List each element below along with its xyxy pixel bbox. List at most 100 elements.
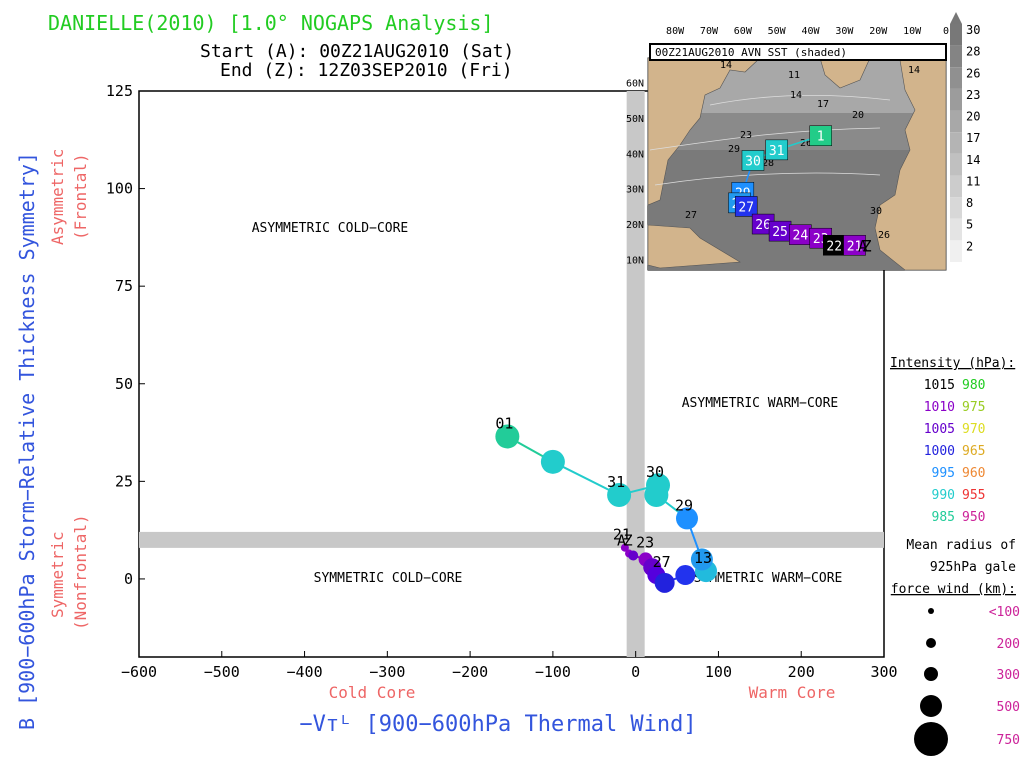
colorbar-swatch	[950, 24, 962, 46]
colorbar-label: 23	[966, 88, 980, 102]
inset-track-label: 27	[738, 200, 754, 215]
radius-label: <100	[989, 605, 1020, 620]
x-tick-label: 300	[870, 663, 897, 681]
colorbar-label: 28	[966, 45, 980, 59]
colorbar-swatch	[950, 153, 962, 176]
track-label: 21	[613, 526, 631, 544]
chart-title: DANIELLE(2010) [1.0° NOGAPS Analysis]	[48, 11, 494, 35]
colorbar-swatch	[950, 45, 962, 68]
x-tick-label: 200	[788, 663, 815, 681]
radius-marker	[928, 608, 934, 614]
track-segment	[552, 460, 620, 496]
inset-track-label: 24	[793, 229, 809, 244]
radius-marker	[920, 695, 942, 717]
intensity-rows: 1015 980 1010 975 1005 970 1000 965 995 960 990 955…	[924, 378, 986, 525]
inset-lon-label: 70W	[700, 26, 719, 37]
x-axis-label: −Vᴛᴸ [900−600hPa Thermal Wind]	[299, 712, 696, 737]
inset-land-europe-africa	[874, 57, 947, 271]
y-tick-label: 125	[106, 82, 133, 100]
sst-colorbar: 30 28 26 23 20 17 14 11 8 5 2	[950, 12, 980, 262]
colorbar-swatch	[950, 67, 962, 89]
inset-contour-label: 14	[790, 90, 802, 101]
y-regime-top-line2: (Frontal)	[71, 153, 90, 240]
intensity-value: 1000	[924, 444, 955, 459]
horizontal-zero-band	[139, 531, 884, 548]
quadrant-bottom-left: SYMMETRIC COLD−CORE	[314, 571, 463, 586]
x-tick-label: −500	[204, 663, 240, 681]
track-point	[654, 572, 675, 593]
colorbar-label: 5	[966, 218, 973, 232]
colorbar-label: 26	[966, 66, 980, 80]
colorbar-swatch	[950, 175, 962, 198]
radius-label: 750	[997, 733, 1020, 748]
inset-lon-label: 0	[943, 26, 949, 37]
colorbar-swatch	[950, 110, 962, 133]
zero-axis-bands	[139, 91, 884, 657]
inset-track-label: 1	[817, 130, 825, 145]
track-label: 13	[694, 549, 712, 567]
inset-contour-label: 23	[740, 130, 752, 141]
inset-contour-label: 11	[788, 70, 800, 81]
colorbar-swatch	[950, 132, 962, 154]
intensity-value: 980	[962, 378, 985, 393]
track-point	[675, 507, 698, 530]
inset-contour-label: 14	[908, 65, 920, 76]
x-tick-label: 100	[705, 663, 732, 681]
inset-contour-label: 30	[870, 206, 882, 217]
track-point	[607, 483, 632, 508]
y-tick-label: 50	[115, 375, 133, 393]
inset-contour-label: 29	[728, 144, 740, 155]
track-point	[620, 543, 629, 552]
inset-lon-label: 80W	[666, 26, 685, 37]
start-time: Start (A): 00Z21AUG2010 (Sat)	[200, 41, 514, 62]
y-regime-bottom-line2: (Nonfrontal)	[71, 514, 90, 630]
colorbar-swatch	[950, 88, 962, 111]
inset-land-north-america	[647, 57, 761, 206]
intensity-title: Intensity (hPa):	[890, 356, 1015, 371]
intensity-value: 960	[962, 466, 985, 481]
track-points	[495, 424, 718, 593]
y-tick-label: 0	[124, 570, 133, 588]
radius-title-1: Mean radius of	[906, 538, 1016, 553]
colorbar-label: 2	[966, 239, 973, 253]
track-label: 27	[653, 553, 671, 571]
quadrant-top-right: ASYMMETRIC WARM−CORE	[682, 396, 839, 411]
inset-track-box	[734, 196, 758, 217]
track-label: 31	[607, 473, 625, 491]
intensity-value: 1005	[924, 422, 955, 437]
radius-label: 200	[997, 637, 1020, 652]
inset-contour-label: 27	[685, 210, 697, 221]
track-point	[675, 565, 696, 586]
inset-contour-1	[649, 127, 881, 151]
inset-lon-label: 10W	[903, 26, 922, 37]
x-tick-label: −200	[452, 663, 488, 681]
inset-track-box	[843, 235, 866, 256]
radius-marker	[914, 722, 948, 756]
intensity-value: 1010	[924, 400, 955, 415]
track-label: 01	[495, 414, 513, 432]
track-point	[495, 424, 520, 449]
x-tick-label: −100	[535, 663, 571, 681]
intensity-value: 970	[962, 422, 985, 437]
inset-lat-label: 10N	[626, 255, 644, 266]
inset-track-box	[741, 150, 765, 171]
inset-lon-label: 20W	[869, 26, 888, 37]
intensity-value: 995	[932, 466, 955, 481]
radius-rows: <100 200 300 500 750	[914, 605, 1020, 756]
inset-contour-3	[709, 95, 891, 106]
y-tick-label: 75	[115, 277, 133, 295]
y-regime-bottom: Symmetric (Nonfrontal)	[48, 514, 90, 630]
inset-contour-label: 20	[852, 110, 864, 121]
x-tick-label: −300	[369, 663, 405, 681]
inset-track-label: 31	[769, 144, 785, 159]
y-axis-label: B [900−600hPa Storm−Relative Thickness S…	[15, 152, 39, 730]
colorbar-swatch	[950, 218, 962, 241]
inset-contour-label: 26	[878, 230, 890, 241]
y-regime-bottom-line1: Symmetric	[48, 531, 67, 618]
end-time: End (Z): 12Z03SEP2010 (Fri)	[220, 60, 513, 81]
intensity-value: 985	[932, 510, 955, 525]
